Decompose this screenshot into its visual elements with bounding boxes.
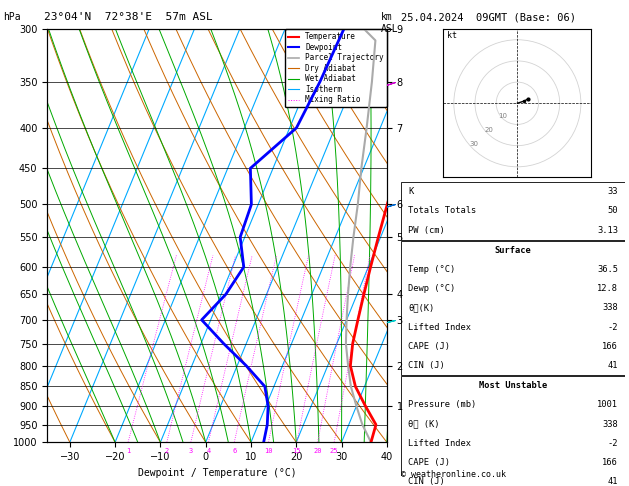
Text: θᴇ (K): θᴇ (K) — [408, 419, 440, 429]
Bar — [401, 241, 625, 375]
Text: 41: 41 — [608, 361, 618, 370]
Text: 20: 20 — [484, 127, 493, 133]
Text: Most Unstable: Most Unstable — [479, 382, 547, 390]
Text: Lifted Index: Lifted Index — [408, 439, 471, 448]
Text: 36.5: 36.5 — [597, 265, 618, 274]
Text: CAPE (J): CAPE (J) — [408, 342, 450, 351]
Text: ASL: ASL — [381, 24, 398, 35]
Text: CIN (J): CIN (J) — [408, 361, 445, 370]
Text: 30: 30 — [470, 141, 479, 147]
Text: 338: 338 — [602, 303, 618, 312]
Text: 20: 20 — [313, 449, 322, 454]
Text: -2: -2 — [608, 323, 618, 331]
Text: 3: 3 — [189, 449, 193, 454]
Text: 338: 338 — [602, 419, 618, 429]
Text: 6: 6 — [232, 449, 237, 454]
Text: kt: kt — [447, 31, 457, 40]
Text: 166: 166 — [602, 342, 618, 351]
Text: 3.13: 3.13 — [597, 226, 618, 235]
Bar — [401, 182, 625, 240]
Text: K: K — [408, 187, 413, 196]
Text: 1001: 1001 — [597, 400, 618, 410]
Text: 25.04.2024  09GMT (Base: 06): 25.04.2024 09GMT (Base: 06) — [401, 12, 576, 22]
Text: 4: 4 — [206, 449, 211, 454]
Text: Pressure (mb): Pressure (mb) — [408, 400, 476, 410]
Text: 15: 15 — [292, 449, 301, 454]
Text: Surface: Surface — [494, 246, 532, 255]
Text: 50: 50 — [608, 207, 618, 215]
Text: CAPE (J): CAPE (J) — [408, 458, 450, 467]
Text: 25: 25 — [330, 449, 338, 454]
Text: Temp (°C): Temp (°C) — [408, 265, 455, 274]
Text: Dewp (°C): Dewp (°C) — [408, 284, 455, 294]
Text: 2: 2 — [165, 449, 169, 454]
Text: hPa: hPa — [3, 12, 21, 22]
Text: Totals Totals: Totals Totals — [408, 207, 476, 215]
Legend: Temperature, Dewpoint, Parcel Trajectory, Dry Adiabat, Wet Adiabat, Isotherm, Mi: Temperature, Dewpoint, Parcel Trajectory… — [284, 29, 387, 107]
Text: PW (cm): PW (cm) — [408, 226, 445, 235]
Text: 12.8: 12.8 — [597, 284, 618, 294]
Text: 23°04'N  72°38'E  57m ASL: 23°04'N 72°38'E 57m ASL — [44, 12, 213, 22]
Text: 166: 166 — [602, 458, 618, 467]
Text: 10: 10 — [264, 449, 273, 454]
Text: 10: 10 — [498, 113, 508, 119]
Text: CIN (J): CIN (J) — [408, 477, 445, 486]
Text: -2: -2 — [608, 439, 618, 448]
Text: θᴇ(K): θᴇ(K) — [408, 303, 434, 312]
Text: Lifted Index: Lifted Index — [408, 323, 471, 331]
Text: © weatheronline.co.uk: © weatheronline.co.uk — [401, 469, 506, 479]
Text: 1: 1 — [126, 449, 130, 454]
Text: 41: 41 — [608, 477, 618, 486]
Text: 33: 33 — [608, 187, 618, 196]
X-axis label: Dewpoint / Temperature (°C): Dewpoint / Temperature (°C) — [138, 468, 296, 478]
Text: km: km — [381, 12, 392, 22]
Bar — [401, 376, 625, 486]
